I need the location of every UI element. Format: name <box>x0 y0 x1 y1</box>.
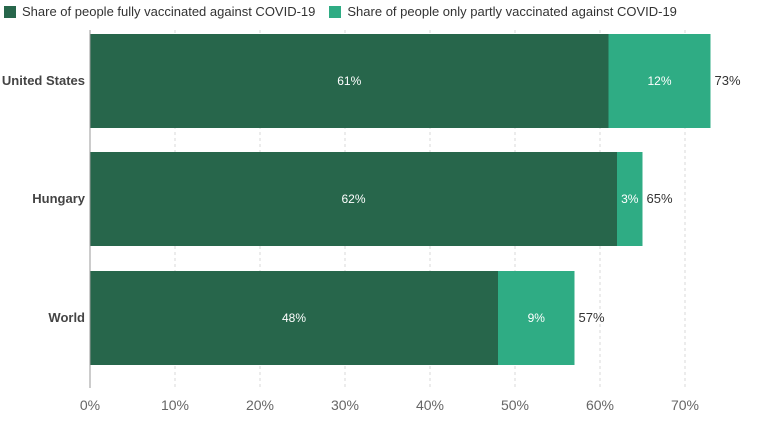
category-label-united-states: United States <box>2 73 85 88</box>
legend-item-fully: Share of people fully vaccinated against… <box>4 4 315 19</box>
legend-swatch-fully <box>4 5 16 18</box>
category-label-hungary: Hungary <box>32 191 86 206</box>
legend-swatch-partly <box>329 5 342 18</box>
legend-label-fully: Share of people fully vaccinated against… <box>22 4 316 19</box>
x-tick-label-40: 40% <box>416 397 444 413</box>
x-tick-label-0: 0% <box>80 397 100 413</box>
bar-united-states-series-0 <box>90 34 609 128</box>
total-label-united-states: 73% <box>715 73 741 88</box>
x-tick-label-30: 30% <box>331 397 359 413</box>
legend-item-partly: Share of people only partly vaccinated a… <box>329 4 677 19</box>
category-label-world: World <box>48 310 85 325</box>
bar-label-world-series-0: 48% <box>282 311 306 325</box>
bar-world-series-1 <box>498 271 575 365</box>
bar-hungary-series-0 <box>90 152 617 246</box>
bar-world-series-0 <box>90 271 498 365</box>
bar-hungary-series-1 <box>617 152 643 246</box>
bar-label-hungary-series-1: 3% <box>621 192 639 206</box>
x-tick-label-10: 10% <box>161 397 189 413</box>
bar-label-united-states-series-0: 61% <box>337 74 361 88</box>
bar-label-united-states-series-1: 12% <box>647 74 671 88</box>
bar-label-world-series-1: 9% <box>528 311 546 325</box>
total-label-hungary: 65% <box>647 191 673 206</box>
bar-united-states-series-1 <box>608 34 711 128</box>
x-tick-label-20: 20% <box>246 397 274 413</box>
x-tick-label-60: 60% <box>586 397 614 413</box>
total-label-world: 57% <box>579 310 605 325</box>
legend-label-partly: Share of people only partly vaccinated a… <box>347 4 677 19</box>
legend: Share of people fully vaccinated against… <box>4 4 691 19</box>
x-tick-label-50: 50% <box>501 397 529 413</box>
x-tick-label-70: 70% <box>671 397 699 413</box>
bar-label-hungary-series-0: 62% <box>341 192 365 206</box>
